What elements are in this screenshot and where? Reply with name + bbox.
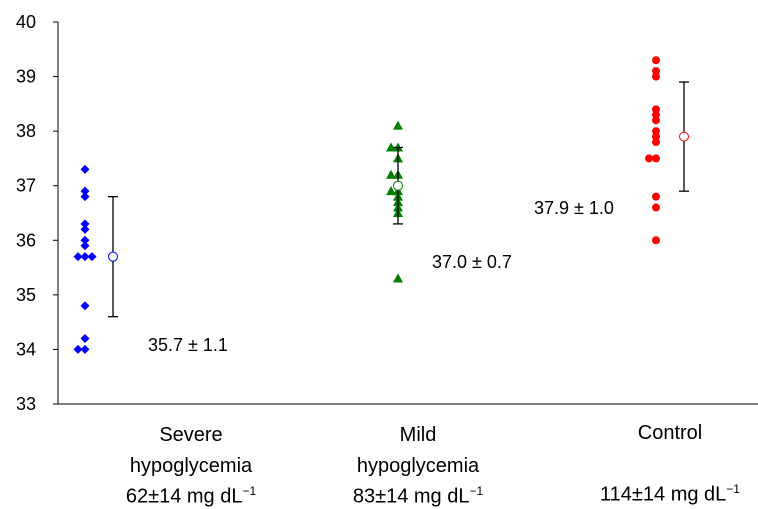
data-point-diamond xyxy=(80,192,90,202)
data-point-circle xyxy=(652,236,660,245)
y-tick-label: 35 xyxy=(16,285,36,305)
data-point-circle xyxy=(652,138,660,147)
data-point-diamond xyxy=(80,186,90,196)
data-point-circle xyxy=(652,154,660,163)
category-label-line1: Mild xyxy=(399,424,437,446)
glucose-label-mild: 83±14 mg dL−1 xyxy=(308,484,528,509)
data-point-diamond xyxy=(80,334,90,344)
data-point-diamond xyxy=(80,301,90,311)
glucose-label-severe: 62±14 mg dL−1 xyxy=(81,484,301,509)
mean-marker xyxy=(679,131,689,142)
y-tick-label: 38 xyxy=(16,121,36,141)
mean-marker xyxy=(393,180,403,191)
data-point-triangle xyxy=(386,186,396,196)
mean-sd-annotation: 35.7 ± 1.1 xyxy=(148,335,228,355)
data-point-diamond xyxy=(73,252,83,262)
y-tick-label: 37 xyxy=(16,176,36,196)
glucose-value: 114±14 mg dL xyxy=(600,483,727,506)
glucose-value: 62±14 mg dL xyxy=(125,485,243,508)
category-label-mild: Mild hypoglycemia xyxy=(318,420,518,482)
data-point-diamond xyxy=(87,252,97,262)
data-point-circle xyxy=(652,56,660,65)
data-point-triangle xyxy=(386,169,396,179)
y-tick-label: 39 xyxy=(16,67,36,87)
data-point-triangle xyxy=(386,142,396,152)
y-tick-label: 34 xyxy=(16,339,36,359)
category-label-control: Control xyxy=(570,418,758,449)
glucose-unit-exponent: −1 xyxy=(242,484,257,498)
mean-sd-annotation: 37.9 ± 1.0 xyxy=(534,198,614,218)
category-label-line1: Severe xyxy=(159,424,223,446)
mean-marker xyxy=(108,251,118,262)
data-point-diamond xyxy=(80,219,90,229)
data-point-diamond xyxy=(80,224,90,234)
y-tick-label: 36 xyxy=(16,230,36,250)
y-tick-label: 40 xyxy=(16,12,36,32)
glucose-unit-exponent: −1 xyxy=(726,482,740,496)
category-label-line1: Control xyxy=(637,422,703,444)
mean-sd-annotation: 37.0 ± 0.7 xyxy=(432,252,512,272)
glucose-value: 83±14 mg dL xyxy=(352,485,470,508)
data-point-triangle xyxy=(393,273,403,283)
y-tick-label: 33 xyxy=(16,394,36,414)
data-point-circle xyxy=(645,154,653,163)
glucose-unit-exponent: −1 xyxy=(469,484,484,498)
data-point-circle xyxy=(652,192,660,201)
category-label-line2: hypoglycemia xyxy=(129,455,253,477)
category-label-severe: Severe hypoglycemia xyxy=(91,420,291,482)
data-point-diamond xyxy=(80,344,90,354)
data-point-diamond xyxy=(80,241,90,251)
data-point-triangle xyxy=(393,120,403,130)
glucose-label-control: 114±14 mg dL−1 xyxy=(560,482,758,507)
data-point-circle xyxy=(652,72,660,81)
data-point-diamond xyxy=(80,235,90,245)
data-point-circle xyxy=(652,203,660,212)
data-point-diamond xyxy=(73,344,83,354)
data-point-diamond xyxy=(80,164,90,174)
category-label-line2: hypoglycemia xyxy=(356,455,480,477)
data-point-diamond xyxy=(80,252,90,262)
data-point-circle xyxy=(652,116,660,125)
